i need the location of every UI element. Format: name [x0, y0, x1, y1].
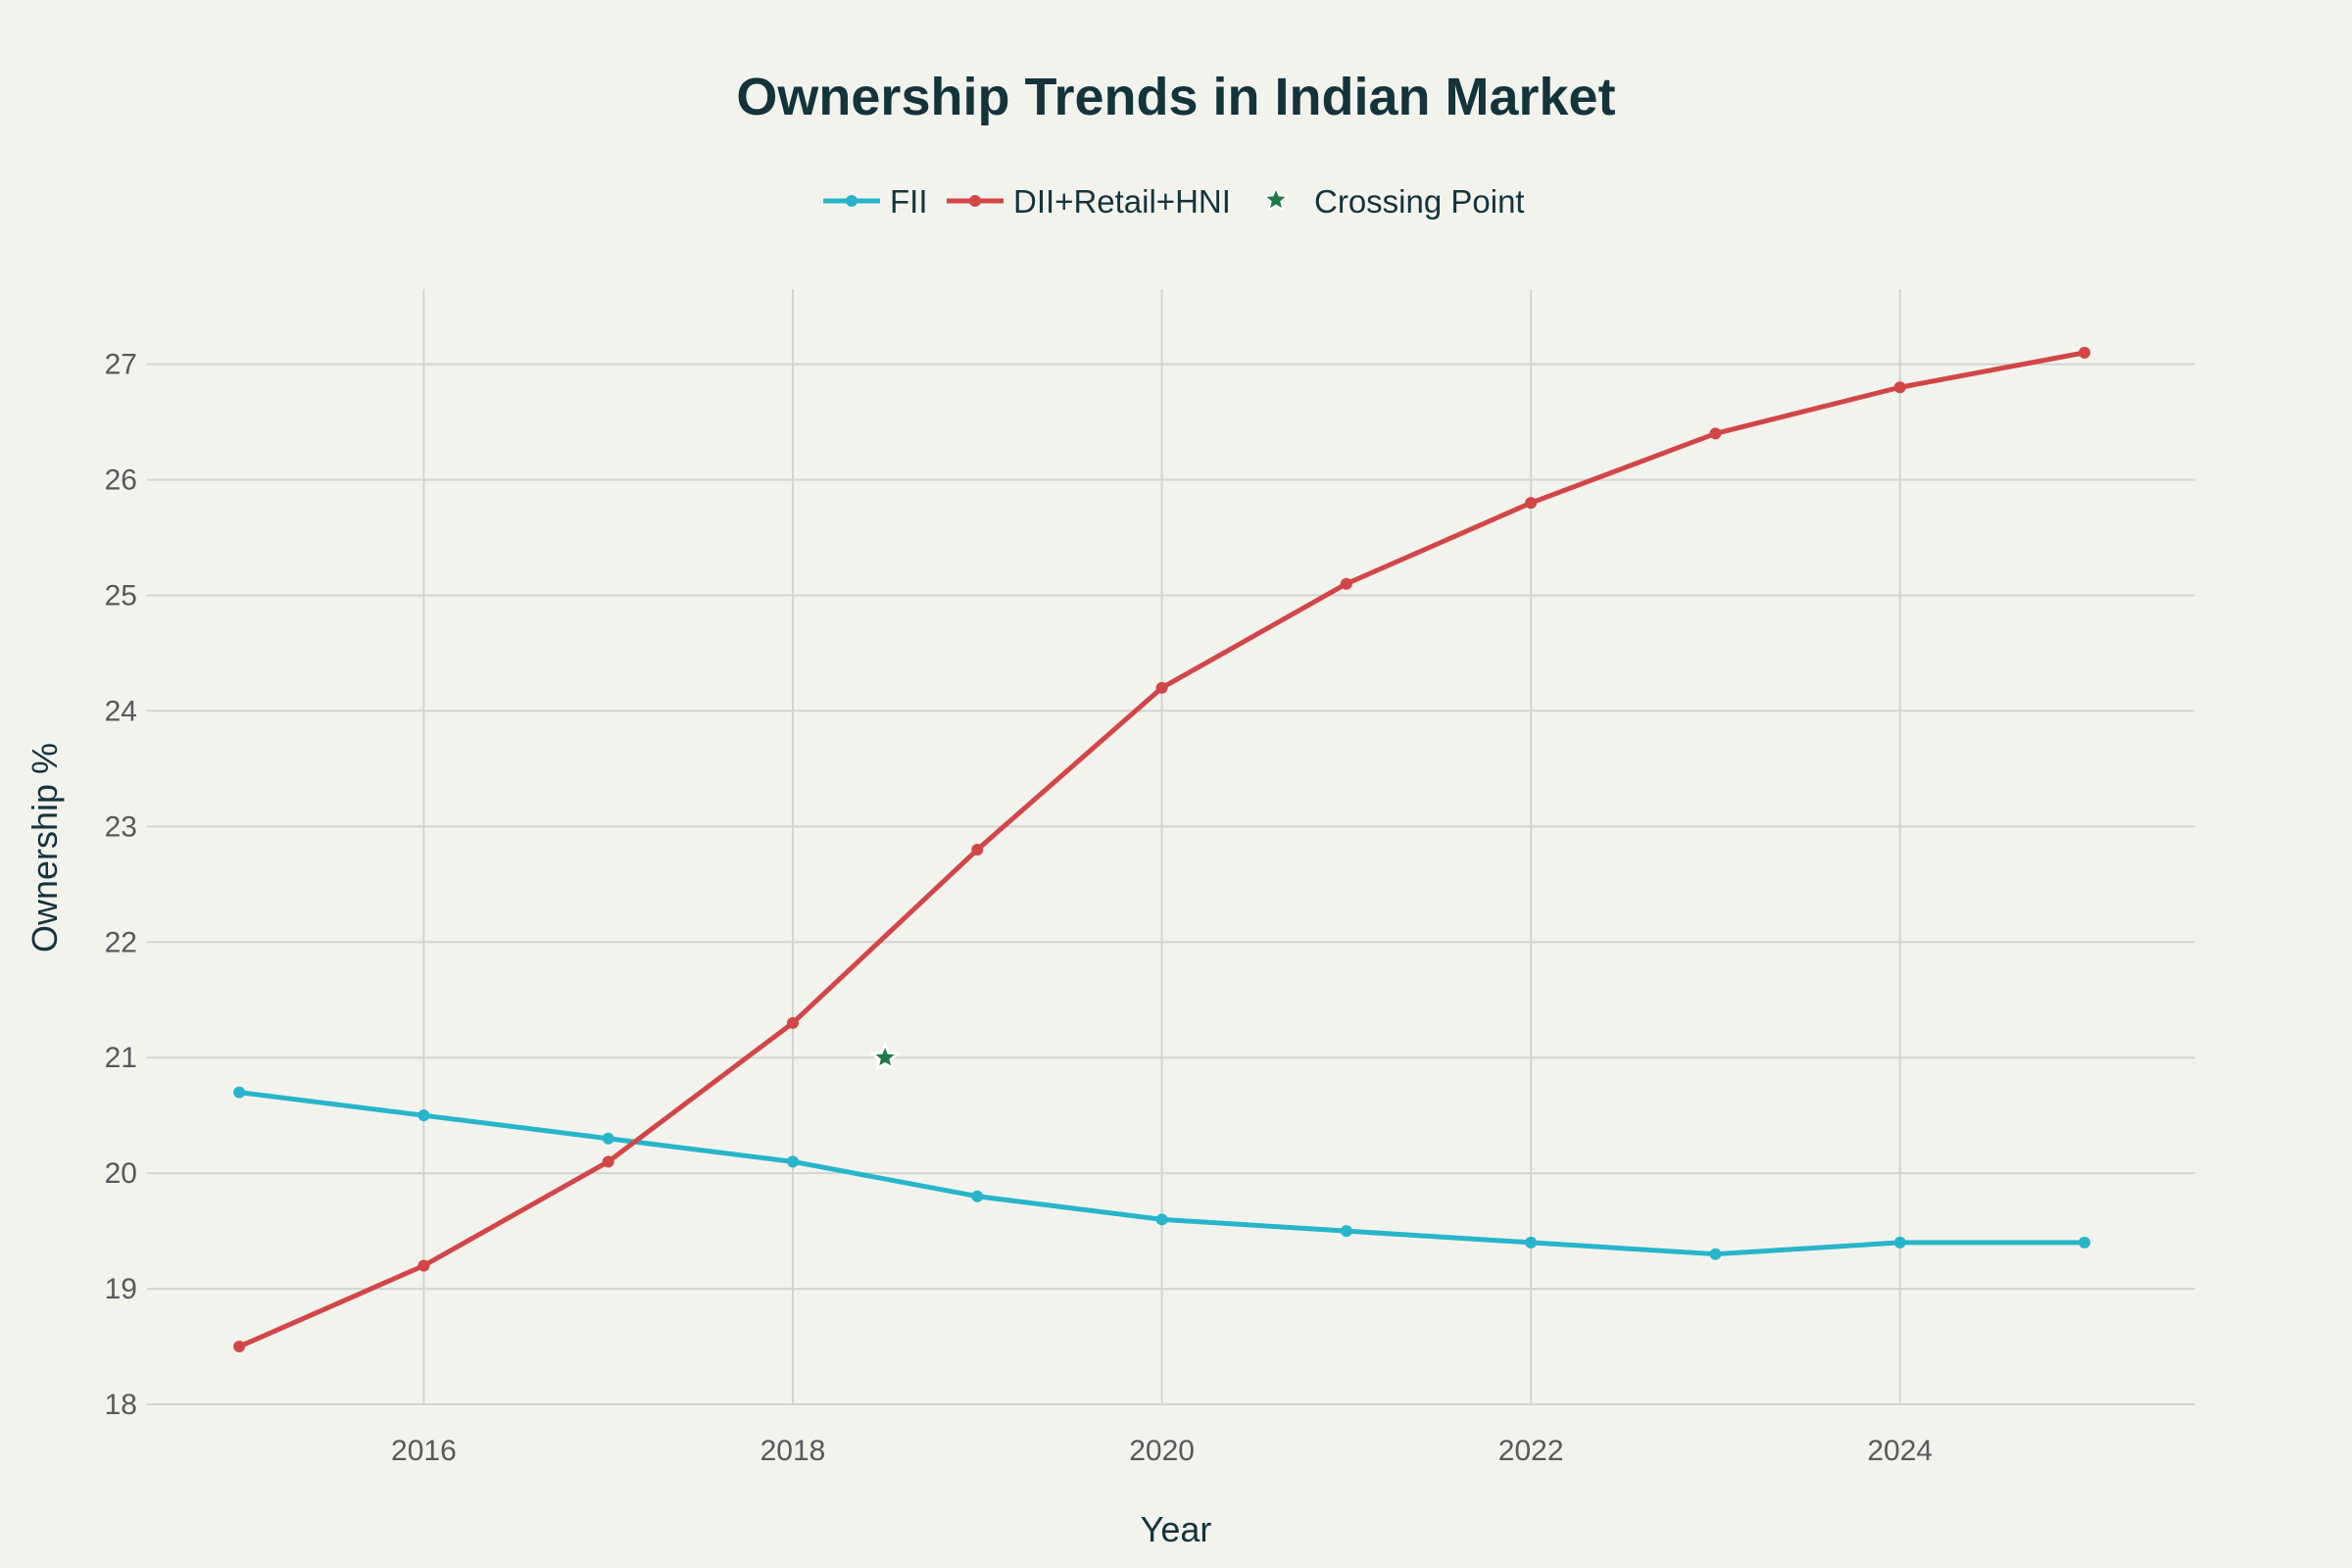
data-point-dii-retail-hni[interactable]: [1525, 497, 1538, 510]
legend-item-crossing-point[interactable]: Crossing Point: [1262, 183, 1525, 220]
y-tick-label: 26: [105, 465, 137, 497]
chart-title: Ownership Trends in Indian Market: [736, 68, 1615, 126]
data-point-fii[interactable]: [233, 1086, 246, 1099]
legend-item-fii[interactable]: FII: [823, 183, 928, 220]
y-tick-label: 21: [105, 1042, 137, 1074]
data-point-dii-retail-hni[interactable]: [2079, 346, 2091, 359]
series-layer: [233, 346, 2091, 1353]
y-tick-label: 25: [105, 580, 137, 612]
data-point-dii-retail-hni[interactable]: [417, 1259, 430, 1272]
legend-label-crossing-point: Crossing Point: [1314, 183, 1525, 220]
legend-marker-dii-retail-hni: [969, 195, 981, 207]
y-tick-label: 20: [105, 1157, 137, 1190]
data-point-dii-retail-hni[interactable]: [233, 1341, 246, 1353]
legend-item-dii-retail-hni[interactable]: DII+Retail+HNI: [947, 183, 1231, 220]
data-point-dii-retail-hni[interactable]: [1893, 381, 1906, 394]
data-point-fii[interactable]: [602, 1132, 614, 1145]
data-point-dii-retail-hni[interactable]: [1340, 577, 1352, 590]
x-tick-label: 2018: [760, 1435, 826, 1467]
y-tick-label: 24: [105, 695, 137, 727]
data-point-dii-retail-hni[interactable]: [787, 1016, 800, 1029]
x-tick-label: 2024: [1867, 1435, 1933, 1467]
data-point-fii[interactable]: [1525, 1236, 1538, 1249]
y-axis-ticks: 18 19 20 21 22 23 24 25 26 27: [105, 349, 137, 1421]
data-point-fii[interactable]: [1709, 1248, 1722, 1260]
data-point-fii[interactable]: [1155, 1213, 1168, 1226]
crossing-point-star[interactable]: [875, 1048, 895, 1066]
x-tick-label: 2022: [1498, 1435, 1564, 1467]
data-point-fii[interactable]: [787, 1155, 800, 1168]
y-axis-title: Ownership %: [24, 743, 65, 953]
data-point-dii-retail-hni[interactable]: [1709, 427, 1722, 440]
legend-label-fii: FII: [890, 183, 928, 220]
legend-label-dii-retail-hni: DII+Retail+HNI: [1013, 183, 1231, 220]
legend: FII DII+Retail+HNI Crossing Point: [823, 183, 1525, 220]
x-tick-label: 2016: [391, 1435, 457, 1467]
y-tick-label: 23: [105, 810, 137, 843]
data-point-fii[interactable]: [1893, 1236, 1906, 1249]
marker-layer: [868, 1041, 902, 1071]
y-tick-label: 27: [105, 349, 137, 381]
data-point-dii-retail-hni[interactable]: [971, 843, 984, 856]
x-axis-ticks: 2016 2018 2020 2022 2024: [391, 1435, 1933, 1467]
legend-marker-star-icon: [1262, 186, 1290, 212]
data-point-dii-retail-hni[interactable]: [1155, 681, 1168, 694]
y-tick-label: 19: [105, 1273, 137, 1305]
data-point-dii-retail-hni[interactable]: [602, 1155, 614, 1168]
x-tick-label: 2020: [1129, 1435, 1195, 1467]
x-axis-title: Year: [1141, 1509, 1212, 1549]
legend-marker-fii: [846, 195, 858, 207]
data-point-fii[interactable]: [2079, 1236, 2091, 1249]
y-tick-label: 22: [105, 926, 137, 958]
y-tick-label: 18: [105, 1389, 137, 1421]
data-point-fii[interactable]: [417, 1109, 430, 1122]
data-point-fii[interactable]: [1340, 1225, 1352, 1238]
data-point-fii[interactable]: [971, 1190, 984, 1202]
gridlines: [147, 289, 2195, 1405]
